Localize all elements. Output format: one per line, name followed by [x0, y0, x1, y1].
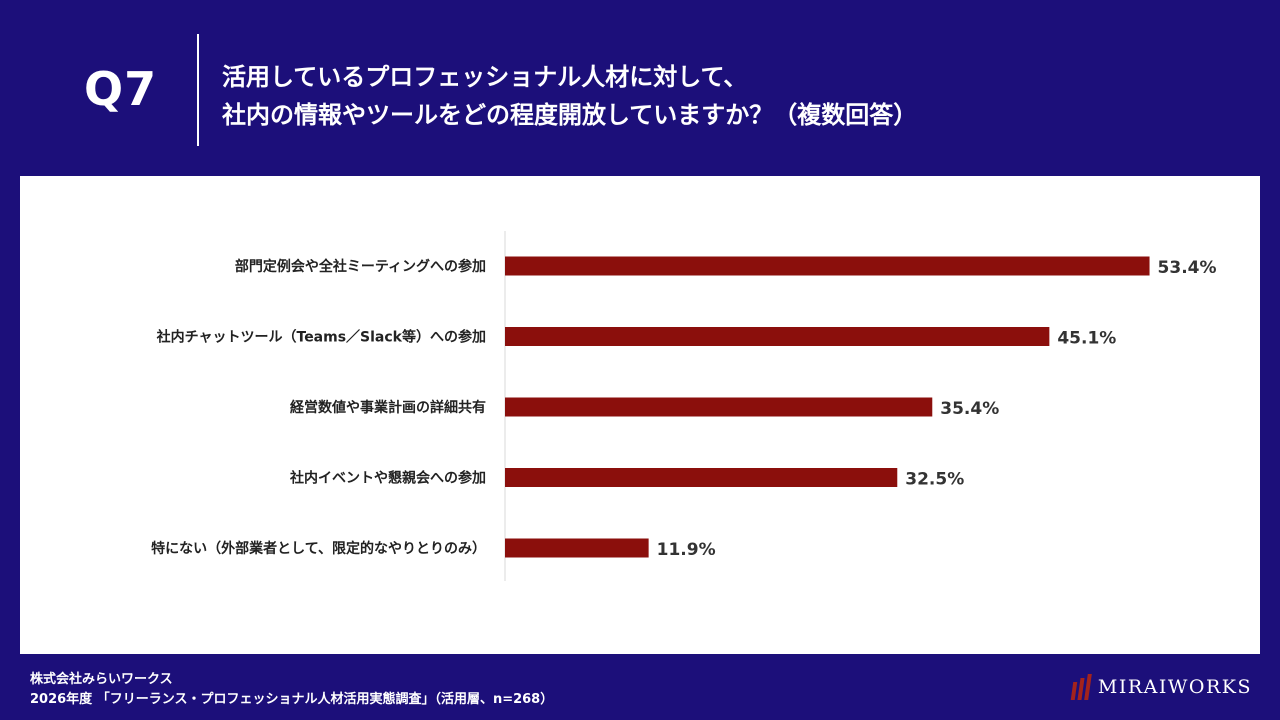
- data-label: 35.4%: [940, 399, 999, 419]
- data-label: 45.1%: [1057, 329, 1116, 349]
- bar: [505, 327, 1050, 346]
- logo-mark-icon: [1070, 674, 1092, 700]
- category-label: 部門定例会や全社ミーティングへの参加: [235, 258, 486, 275]
- mirai-works-logo: MIRAIWORKS: [1070, 674, 1252, 700]
- footer-source: 2026年度 「フリーランス・プロフェッショナル人材活用実態調査」（活用層、n=…: [30, 692, 554, 707]
- question-text: 活用しているプロフェッショナル人材に対して、 社内の情報やツールをどの程度開放し…: [222, 58, 917, 134]
- question-line-1: 活用しているプロフェッショナル人材に対して、: [222, 63, 748, 91]
- category-label: 社内イベントや懇親会への参加: [289, 470, 486, 487]
- footer-company: 株式会社みらいワークス: [30, 672, 173, 687]
- chart-panel: 部門定例会や全社ミーティングへの参加 53.4% 社内チャットツール（Teams／S…: [20, 176, 1260, 654]
- category-label: 経営数値や事業計画の詳細共有: [290, 399, 486, 416]
- bar-chart: 部門定例会や全社ミーティングへの参加 53.4% 社内チャットツール（Teams／S…: [151, 231, 1217, 581]
- bar: [505, 468, 898, 487]
- category-label: 社内チャットツール（Teams／Slack等）への参加: [156, 329, 486, 346]
- category-label: 特にない（外部業者として、限定的なやりとりのみ）: [151, 540, 486, 557]
- bar: [505, 538, 649, 558]
- bar: [505, 397, 933, 417]
- header-divider: [197, 34, 199, 146]
- question-number: Q7: [84, 62, 158, 116]
- data-label: 53.4%: [1158, 258, 1217, 278]
- data-label: 32.5%: [905, 470, 964, 490]
- bar: [505, 256, 1150, 276]
- logo-text: MIRAIWORKS: [1097, 676, 1252, 698]
- data-label: 11.9%: [657, 540, 716, 560]
- footer: 株式会社みらいワークス 2026年度 「フリーランス・プロフェッショナル人材活用…: [30, 670, 553, 710]
- question-line-2: 社内の情報やツールをどの程度開放していますか？（複数回答）: [222, 101, 918, 129]
